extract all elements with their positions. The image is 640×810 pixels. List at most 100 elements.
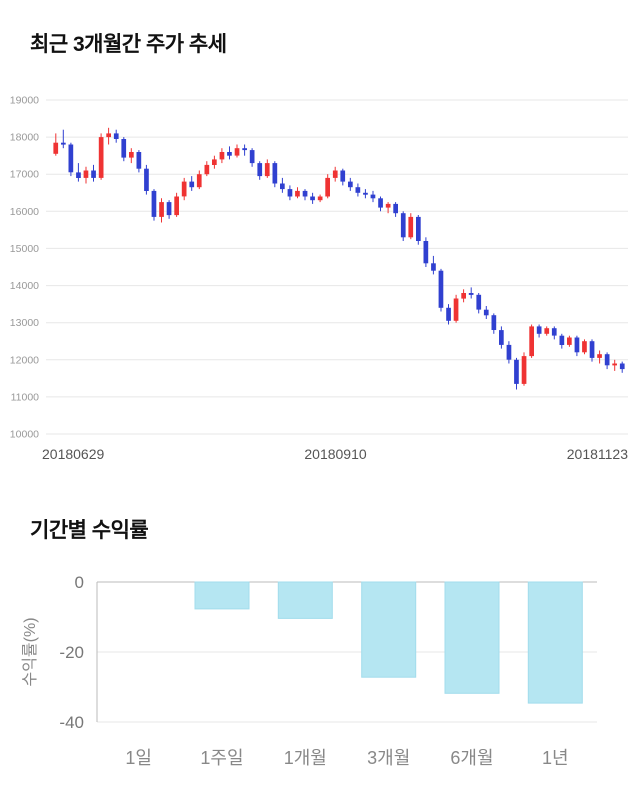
candle-body bbox=[106, 133, 111, 138]
candle-body bbox=[574, 337, 580, 353]
candle-body bbox=[264, 163, 270, 177]
candle-body bbox=[227, 152, 232, 156]
candle-body bbox=[83, 170, 89, 178]
candle-body bbox=[249, 150, 255, 164]
candle-body bbox=[604, 354, 610, 366]
bar bbox=[194, 581, 250, 610]
candle-body bbox=[53, 142, 59, 154]
candle-body bbox=[151, 190, 157, 217]
y-axis-tick-label: 0 bbox=[75, 573, 84, 592]
candle-body bbox=[483, 309, 489, 316]
candle-body bbox=[196, 174, 202, 188]
candle-body bbox=[400, 213, 406, 238]
price-chart-title: 최근 3개월간 주가 추세 bbox=[30, 33, 227, 56]
candle-body bbox=[340, 170, 346, 182]
candle-body bbox=[491, 315, 497, 330]
y-axis-tick-label: 13000 bbox=[10, 317, 39, 329]
price-chart-x-axis: 20180629 20180910 20181123 bbox=[0, 440, 640, 462]
candle-body bbox=[204, 164, 210, 175]
candle-body bbox=[287, 189, 293, 197]
candle-body bbox=[129, 152, 134, 158]
candle-body bbox=[408, 216, 414, 238]
candle-body bbox=[76, 172, 81, 178]
x-axis-label-middle: 20180910 bbox=[304, 446, 367, 462]
candle-body bbox=[544, 328, 550, 334]
candle-body bbox=[506, 344, 512, 360]
candle-body bbox=[219, 152, 225, 160]
candle-body bbox=[476, 294, 482, 310]
candle-body bbox=[363, 192, 368, 195]
page: 최근 3개월간 주가 추세 10000 11000 12000 13000 14000 1… bbox=[0, 28, 640, 810]
candle-body bbox=[234, 148, 240, 156]
candle-body bbox=[91, 170, 96, 178]
candle-body bbox=[136, 152, 142, 169]
price-candlestick-chart: 10000 11000 12000 13000 14000 15000 16000 17000… bbox=[10, 95, 628, 441]
candle-body bbox=[159, 202, 164, 217]
candle-body bbox=[181, 181, 187, 197]
y-axis-tick-label: 17000 bbox=[10, 169, 39, 181]
candle-body bbox=[310, 196, 315, 201]
candle-body bbox=[257, 163, 263, 177]
bar-category-label: 6개월 bbox=[450, 748, 493, 768]
candle-body bbox=[582, 341, 587, 353]
candle-body bbox=[619, 363, 625, 370]
x-axis-label-end: 20181123 bbox=[566, 446, 628, 462]
bar bbox=[444, 581, 500, 694]
candle-body bbox=[370, 194, 376, 199]
candle-body bbox=[468, 293, 474, 295]
y-axis-tick-label: 12000 bbox=[10, 354, 39, 366]
candle-body bbox=[559, 335, 565, 345]
y-axis-tick-label: 15000 bbox=[10, 243, 39, 255]
candle-body bbox=[212, 159, 217, 165]
candle-body bbox=[68, 144, 74, 173]
candle-body bbox=[113, 133, 119, 139]
candle-body bbox=[189, 181, 195, 188]
candle-body bbox=[393, 203, 398, 214]
y-axis-tick-label: 14000 bbox=[10, 280, 39, 292]
candle-body bbox=[461, 293, 466, 299]
y-axis-tick-label: 19000 bbox=[10, 95, 39, 107]
candle-body bbox=[453, 298, 459, 321]
candle-body bbox=[378, 198, 383, 208]
candle-body bbox=[416, 216, 421, 241]
y-axis-tick-label: 18000 bbox=[10, 132, 39, 144]
candle-body bbox=[597, 354, 602, 358]
candle-body bbox=[536, 326, 542, 334]
candle-body bbox=[280, 183, 285, 190]
candle-body bbox=[325, 177, 330, 197]
y-axis-tick-label: 16000 bbox=[10, 206, 39, 218]
candle-body bbox=[385, 203, 391, 208]
returns-chart-title: 기간별 수익률 bbox=[30, 519, 149, 542]
candle-body bbox=[332, 170, 338, 178]
candle-body bbox=[166, 202, 172, 216]
candle-body bbox=[521, 356, 527, 384]
candle-body bbox=[612, 363, 617, 366]
candle-body bbox=[499, 330, 504, 345]
bar-category-label: 1일 bbox=[125, 748, 152, 768]
bar bbox=[277, 581, 333, 619]
candle-body bbox=[144, 168, 149, 191]
y-axis-tick-label: 11000 bbox=[11, 391, 40, 403]
candle-body bbox=[446, 307, 451, 321]
candle-body bbox=[317, 196, 323, 201]
candle-body bbox=[355, 187, 361, 193]
bar bbox=[361, 581, 417, 678]
x-axis-label-start: 20180629 bbox=[42, 446, 105, 462]
bar-category-label: 1년 bbox=[542, 748, 569, 768]
returns-bar-chart: 0 -20 -40 수익률(%) 1일 1주일 1개월 3개월 6개월 1년 bbox=[21, 573, 597, 768]
candle-body bbox=[514, 359, 519, 384]
candle-body bbox=[295, 190, 300, 197]
y-axis-tick-label: -40 bbox=[59, 713, 84, 732]
candle-body bbox=[423, 241, 429, 264]
candle-body bbox=[174, 196, 179, 216]
candle-body bbox=[431, 263, 436, 271]
bar-category-label: 3개월 bbox=[367, 748, 410, 768]
candle-body bbox=[438, 270, 444, 308]
candle-body bbox=[302, 190, 308, 197]
candle-body bbox=[348, 181, 353, 188]
candle-body bbox=[61, 142, 66, 145]
y-axis-tick-label: 10000 bbox=[10, 429, 39, 441]
candle-body bbox=[567, 337, 572, 345]
bar bbox=[527, 581, 583, 704]
bar-category-label: 1주일 bbox=[200, 748, 243, 768]
